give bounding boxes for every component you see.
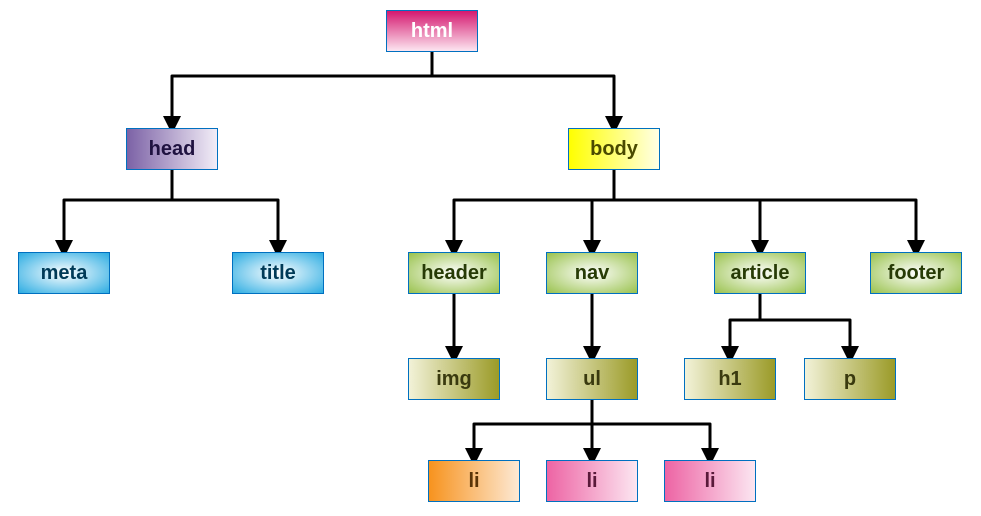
tree-node-ul: ul xyxy=(546,358,638,400)
tree-node-li2: li xyxy=(546,460,638,502)
edge-html-head xyxy=(172,52,432,128)
tree-node-li1: li xyxy=(428,460,520,502)
tree-node-head: head xyxy=(126,128,218,170)
tree-node-header: header xyxy=(408,252,500,294)
tree-node-label: title xyxy=(260,262,296,285)
tree-node-label: p xyxy=(844,368,856,391)
edge-body-footer xyxy=(614,170,916,252)
edge-ul-li1 xyxy=(474,400,592,460)
edge-article-h1 xyxy=(730,294,760,358)
tree-node-body: body xyxy=(568,128,660,170)
edge-ul-li3 xyxy=(592,400,710,460)
edge-html-body xyxy=(432,52,614,128)
edge-head-title xyxy=(172,170,278,252)
tree-node-label: article xyxy=(731,262,790,285)
tree-node-label: h1 xyxy=(718,368,741,391)
tree-node-label: footer xyxy=(888,262,945,285)
tree-node-label: ul xyxy=(583,368,601,391)
tree-node-label: img xyxy=(436,368,472,391)
tree-node-meta: meta xyxy=(18,252,110,294)
tree-node-h1: h1 xyxy=(684,358,776,400)
tree-node-nav: nav xyxy=(546,252,638,294)
tree-node-label: html xyxy=(411,20,453,43)
tree-node-label: li xyxy=(704,470,715,493)
tree-node-img: img xyxy=(408,358,500,400)
tree-node-label: body xyxy=(590,138,638,161)
tree-node-label: meta xyxy=(41,262,88,285)
tree-node-p: p xyxy=(804,358,896,400)
tree-node-li3: li xyxy=(664,460,756,502)
tree-node-title: title xyxy=(232,252,324,294)
edge-body-article xyxy=(614,170,760,252)
tree-node-article: article xyxy=(714,252,806,294)
tree-node-label: header xyxy=(421,262,487,285)
edge-body-header xyxy=(454,170,614,252)
tree-node-label: li xyxy=(586,470,597,493)
tree-node-label: li xyxy=(468,470,479,493)
tree-node-html: html xyxy=(386,10,478,52)
tree-node-footer: footer xyxy=(870,252,962,294)
edge-body-nav xyxy=(592,170,614,252)
tree-node-label: nav xyxy=(575,262,609,285)
edge-article-p xyxy=(760,294,850,358)
edge-head-meta xyxy=(64,170,172,252)
tree-node-label: head xyxy=(149,138,196,161)
